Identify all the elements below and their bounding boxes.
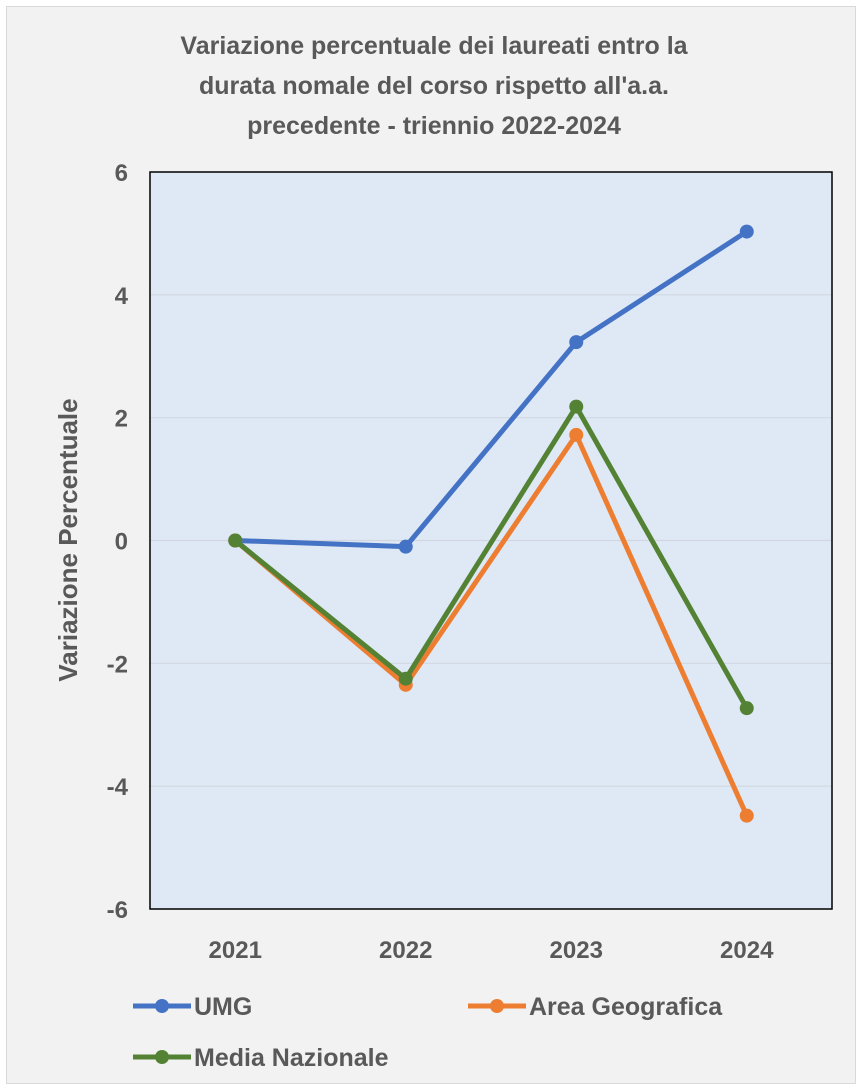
y-axis-ticks: -6 -4 -2 0 2 4 6	[107, 160, 129, 924]
series-media-nazionale	[228, 399, 754, 716]
y-tick-label: -4	[107, 774, 129, 801]
series-line	[232, 229, 750, 550]
chart-title: Variazione percentuale dei laureati entr…	[180, 32, 688, 140]
y-tick-label: 4	[115, 283, 129, 310]
y-tick-label: 2	[115, 406, 128, 433]
x-tick-label: 2021	[209, 937, 262, 964]
legend-label: Area Geografica	[529, 993, 723, 1021]
legend-item: Area Geografica	[468, 993, 723, 1021]
x-tick-label: 2023	[550, 937, 603, 964]
data-point	[569, 335, 584, 350]
data-point	[739, 701, 754, 716]
legend-swatch-marker	[490, 999, 504, 1013]
plot-border	[149, 171, 833, 910]
legend: UMG Area Geografica Media Nazionale	[133, 993, 723, 1072]
legend-item: UMG	[133, 993, 252, 1021]
data-point	[569, 399, 584, 414]
legend-item: Media Nazionale	[133, 1044, 389, 1072]
x-tick-label: 2022	[379, 937, 432, 964]
data-point	[569, 427, 584, 442]
y-tick-label: -2	[107, 651, 128, 678]
y-tick-label: 0	[115, 529, 128, 556]
x-tick-label: 2024	[720, 937, 774, 964]
y-axis-title: Variazione Percentuale	[53, 398, 83, 681]
legend-label: UMG	[194, 993, 252, 1021]
series-line	[232, 404, 750, 711]
y-tick-label: -6	[107, 897, 128, 924]
data-point	[739, 808, 754, 823]
legend-swatch-marker	[155, 1050, 169, 1064]
chart-title-line-1: Variazione percentuale dei laureati entr…	[180, 32, 688, 60]
data-point	[739, 224, 754, 239]
legend-swatch-marker	[155, 999, 169, 1013]
data-point	[398, 671, 413, 686]
chart-title-line-2: durata nomale del corso rispetto all'a.a…	[199, 72, 669, 100]
data-point	[398, 539, 413, 554]
legend-label: Media Nazionale	[194, 1044, 389, 1072]
chart-title-line-3: precedente - triennio 2022-2024	[247, 112, 621, 140]
y-tick-label: 6	[115, 160, 128, 187]
data-point	[228, 533, 243, 548]
x-axis-ticks: 2021 2022 2023 2024	[209, 937, 775, 964]
series-layer	[228, 224, 754, 823]
